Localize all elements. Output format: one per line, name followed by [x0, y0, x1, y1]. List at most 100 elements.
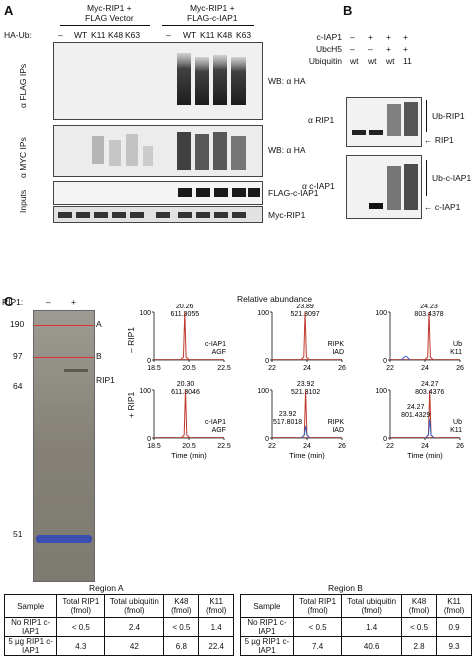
table-header-cell: Total ubiquitin (fmol)	[104, 594, 165, 618]
lane-label: –	[58, 30, 63, 40]
x-tick-label: 22	[268, 365, 276, 372]
inputs-bands-2	[58, 212, 246, 218]
table-header-cell: K48 (fmol)	[163, 594, 200, 618]
table-cell: 2.8	[400, 636, 438, 656]
x-tick-label: 24	[421, 365, 429, 372]
group-ciap1-underline	[162, 25, 254, 26]
table-row: No RIP1 c-IAP1 < 0.5 1.4 < 0.5 0.9	[240, 617, 472, 637]
condition-mark: +	[386, 32, 391, 42]
table-cell: 9.3	[436, 636, 472, 656]
group-vector-underline	[60, 25, 150, 26]
inputs-bands-1	[178, 188, 260, 197]
peptide-label: IAD	[332, 349, 344, 356]
table-header-cell: Sample	[3, 594, 58, 618]
ciap1-band-label: c-IAP1	[434, 202, 461, 212]
table-cell: 1.4	[341, 617, 402, 637]
condition-mark: wt	[386, 56, 395, 66]
group-ciap1-label: Myc-RIP1 + FLAG-c-IAP1	[187, 3, 238, 23]
peak-rt-label: 20.26	[176, 304, 194, 310]
table-region-b: Sample Total RIP1 (fmol) Total ubiquitin (…	[240, 594, 472, 656]
row-label-plus-rip1: + RIP1	[126, 391, 136, 418]
blot-label-ciap1: α c-IAP1	[302, 181, 335, 191]
peak-rt-label: 24.23	[420, 304, 438, 310]
row-label-inputs: Inputs	[18, 189, 28, 213]
region-b-title: Region B	[328, 583, 363, 593]
y-tick-label: 100	[375, 388, 387, 395]
x-tick-label: 26	[338, 365, 346, 372]
wb-label-1: WB: α HA	[268, 76, 306, 86]
chromatogram-peak	[424, 418, 435, 439]
y-tick-label: 0	[147, 358, 151, 365]
y-tick-label: 0	[265, 436, 269, 443]
table-row: 5 µg RIP1 c-IAP1 4.3 42 6.8 22.4	[3, 636, 234, 656]
rip1-band-label: RIP1	[434, 135, 454, 145]
table-cell: No RIP1 c-IAP1	[3, 617, 58, 637]
condition-mark: –	[368, 44, 373, 54]
table-cell: 1.4	[198, 617, 234, 637]
peptide-label: AGF	[212, 427, 226, 434]
peak-rt-label: 23.89	[296, 304, 314, 310]
y-tick-label: 0	[265, 358, 269, 365]
ciap1-blot-bands	[369, 164, 418, 210]
x-tick-label: 22.5	[217, 365, 231, 372]
time-axis-title: Time (min)	[171, 451, 207, 460]
x-tick-label: 24	[421, 443, 429, 450]
lane-label: K11	[200, 30, 215, 40]
relative-abundance-label: Relative abundance	[237, 294, 313, 304]
peptide-label: Ub	[453, 341, 462, 348]
wb-label-2: WB: α HA	[268, 145, 306, 155]
table-header-row: Sample Total RIP1 (fmol) Total ubiquitin (…	[3, 594, 234, 618]
secondary-rt-label: 24.27	[407, 404, 425, 411]
table-cell: 0.9	[436, 617, 472, 637]
lane-label: K63	[236, 30, 252, 40]
ciap1-arrow-label: ← c-IAP1	[424, 203, 460, 212]
myc-ip-blot	[53, 125, 263, 177]
y-tick-label: 100	[139, 310, 151, 317]
flag-ip-blot	[53, 42, 263, 120]
table-cell: < 0.5	[56, 617, 106, 637]
peptide-label: K11	[450, 349, 462, 356]
gel-rip1-minus: –	[46, 297, 51, 307]
condition-name: UbcH5	[316, 44, 342, 54]
condition-mark: wt	[368, 56, 377, 66]
ub-ciap1-bracket	[426, 160, 430, 196]
row-label-flag: α FLAG IPs	[18, 63, 28, 108]
band-label-flag-ciap1: FLAG-c-IAP1	[268, 188, 319, 198]
table-cell: < 0.5	[163, 617, 200, 637]
gel-rip1-label: RIP1:	[2, 297, 24, 307]
peak-mz-label: 611.3046	[171, 389, 200, 396]
rip1-arrow-label: ← RIP1	[424, 136, 454, 145]
table-cell: 6.8	[163, 636, 200, 656]
x-tick-label: 18.5	[147, 443, 161, 450]
condition-mark: –	[350, 44, 355, 54]
table-cell: 22.4	[198, 636, 234, 656]
y-tick-label: 100	[257, 388, 269, 395]
peptide-label: c-IAP1	[205, 419, 226, 426]
x-tick-label: 26	[456, 365, 464, 372]
condition-mark: +	[386, 44, 391, 54]
table-cell: < 0.5	[400, 617, 438, 637]
region-b-label: B	[96, 351, 102, 361]
rip1-gel-band	[64, 369, 88, 372]
chromatogram-peak	[180, 389, 191, 439]
peptide-label: c-IAP1	[205, 341, 226, 348]
chromatogram-peak	[300, 425, 311, 439]
secondary-mz-label: 801.4329	[401, 412, 430, 419]
marker-51: 51	[13, 529, 23, 539]
x-tick-label: 24	[303, 443, 311, 450]
lane-label: K63	[125, 30, 141, 40]
table-header-cell: K48 (fmol)	[400, 594, 438, 618]
y-tick-label: 0	[383, 436, 387, 443]
myc-ip-smears	[92, 132, 246, 170]
condition-mark: –	[350, 32, 355, 42]
ub-rip1-label: Ub-RIP1	[432, 111, 465, 121]
row-label-myc: α MYC IPs	[18, 137, 28, 178]
x-tick-label: 24	[303, 365, 311, 372]
peak-mz-label: 803.4376	[415, 389, 444, 396]
panel-a-letter: A	[4, 3, 14, 18]
ha-ub-label: HA-Ub:	[4, 30, 32, 40]
peak-mz-label: 521.3102	[291, 389, 320, 396]
region-b-line	[34, 357, 94, 358]
row-label-minus-rip1: – RIP1	[126, 327, 136, 353]
